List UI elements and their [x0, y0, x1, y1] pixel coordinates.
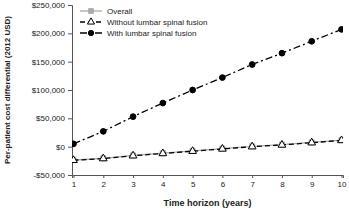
series-marker: [338, 136, 343, 143]
x-tick-mark: [103, 175, 104, 178]
y-tick-mark: [68, 118, 72, 119]
series-marker: [72, 141, 76, 147]
legend-marker: [88, 30, 93, 35]
series-marker: [278, 140, 286, 147]
series-marker: [309, 38, 315, 44]
legend-item: With lumbar spinal fusion: [80, 29, 196, 38]
x-tick: 6: [221, 175, 226, 189]
x-axis: 1 2 3 4 5 6 7 8 9 10: [72, 175, 347, 189]
data-area: [72, 26, 343, 162]
x-tick-label: 8: [280, 180, 285, 189]
legend-label: With lumbar spinal fusion: [107, 29, 196, 38]
x-tick-mark: [282, 175, 283, 178]
x-tick: 4: [161, 175, 166, 189]
series-marker: [99, 154, 107, 161]
legend-marker: [89, 9, 94, 14]
series-line: [73, 140, 341, 160]
x-axis-line: [73, 176, 344, 179]
x-tick: 2: [102, 175, 107, 189]
x-tick-mark: [312, 175, 313, 178]
x-tick-label: 1: [72, 180, 77, 189]
legend: Overall Without lumbar spinal fusion With …: [80, 7, 208, 38]
legend-item: Without lumbar spinal fusion: [80, 18, 208, 27]
x-tick-label: 9: [310, 180, 315, 189]
series-line: [73, 29, 341, 143]
x-tick: 10: [338, 175, 347, 189]
series-marker: [248, 142, 256, 149]
plot: -$50,000 $0 $50,000 $100,000 $150,000 $200,00…: [32, 1, 347, 189]
x-tick-label: 3: [131, 180, 136, 189]
x-tick: 5: [191, 175, 196, 189]
x-tick: 8: [280, 175, 285, 189]
series-marker: [249, 62, 255, 68]
y-tick-mark: [68, 90, 72, 91]
x-tick-label: 6: [221, 180, 226, 189]
x-tick: 1: [72, 175, 77, 189]
y-tick-label: $50,000: [36, 114, 65, 123]
y-tick: $200,000: [32, 29, 72, 38]
x-tick-mark: [133, 175, 134, 178]
y-tick-label: -$50,000: [33, 171, 65, 180]
series-marker: [130, 114, 136, 120]
series-marker: [72, 156, 77, 163]
series-marker: [100, 128, 106, 134]
x-tick-mark: [163, 175, 164, 178]
y-tick-label: $150,000: [32, 58, 66, 67]
y-tick-label: $0: [56, 143, 65, 152]
y-tick: $100,000: [32, 86, 72, 95]
y-tick-mark: [68, 147, 72, 148]
legend-label: Without lumbar spinal fusion: [107, 18, 208, 27]
y-tick-mark: [68, 33, 72, 34]
x-tick-mark: [342, 175, 343, 178]
y-tick: $150,000: [32, 58, 72, 67]
y-axis: -$50,000 $0 $50,000 $100,000 $150,000 $200,00…: [32, 1, 73, 180]
x-tick-label: 4: [161, 180, 166, 189]
y-tick-mark: [68, 62, 72, 63]
x-tick: 3: [131, 175, 136, 189]
y-tick-label: $200,000: [32, 29, 66, 38]
x-tick-label: 10: [338, 180, 347, 189]
series-marker: [129, 151, 137, 158]
series-marker: [219, 144, 227, 151]
y-axis-title: Per-patient cost differential (2012 USD): [3, 16, 12, 164]
x-tick: 7: [250, 175, 255, 189]
series-marker: [220, 75, 226, 81]
y-tick: -$50,000: [33, 171, 72, 180]
y-tick: $250,000: [32, 1, 72, 10]
x-tick-label: 5: [191, 180, 196, 189]
y-tick: $50,000: [36, 114, 72, 123]
y-tick-mark: [68, 175, 72, 176]
x-tick-mark: [193, 175, 194, 178]
series-marker: [159, 149, 167, 156]
series-marker: [190, 87, 196, 93]
x-tick-mark: [73, 175, 74, 178]
y-axis-line: [68, 6, 73, 176]
series-line: [73, 140, 341, 160]
legend-marker: [87, 18, 94, 24]
series-marker: [279, 50, 285, 56]
x-tick-mark: [222, 175, 223, 178]
series-marker: [189, 147, 197, 154]
series-marker: [339, 26, 343, 32]
series-marker: [160, 100, 166, 106]
x-tick-mark: [252, 175, 253, 178]
x-tick-label: 7: [250, 180, 255, 189]
chart: -$50,000 $0 $50,000 $100,000 $150,000 $200,00…: [0, 0, 349, 211]
x-axis-title: Time horizon (years): [164, 198, 252, 208]
y-tick-label: $250,000: [32, 1, 66, 10]
legend-item: Overall: [80, 7, 133, 16]
y-tick-mark: [68, 5, 72, 6]
y-tick: $0: [56, 143, 72, 152]
legend-label: Overall: [107, 7, 133, 16]
y-tick-label: $100,000: [32, 86, 66, 95]
x-tick-label: 2: [102, 180, 107, 189]
series-marker: [308, 138, 316, 145]
x-tick: 9: [310, 175, 315, 189]
